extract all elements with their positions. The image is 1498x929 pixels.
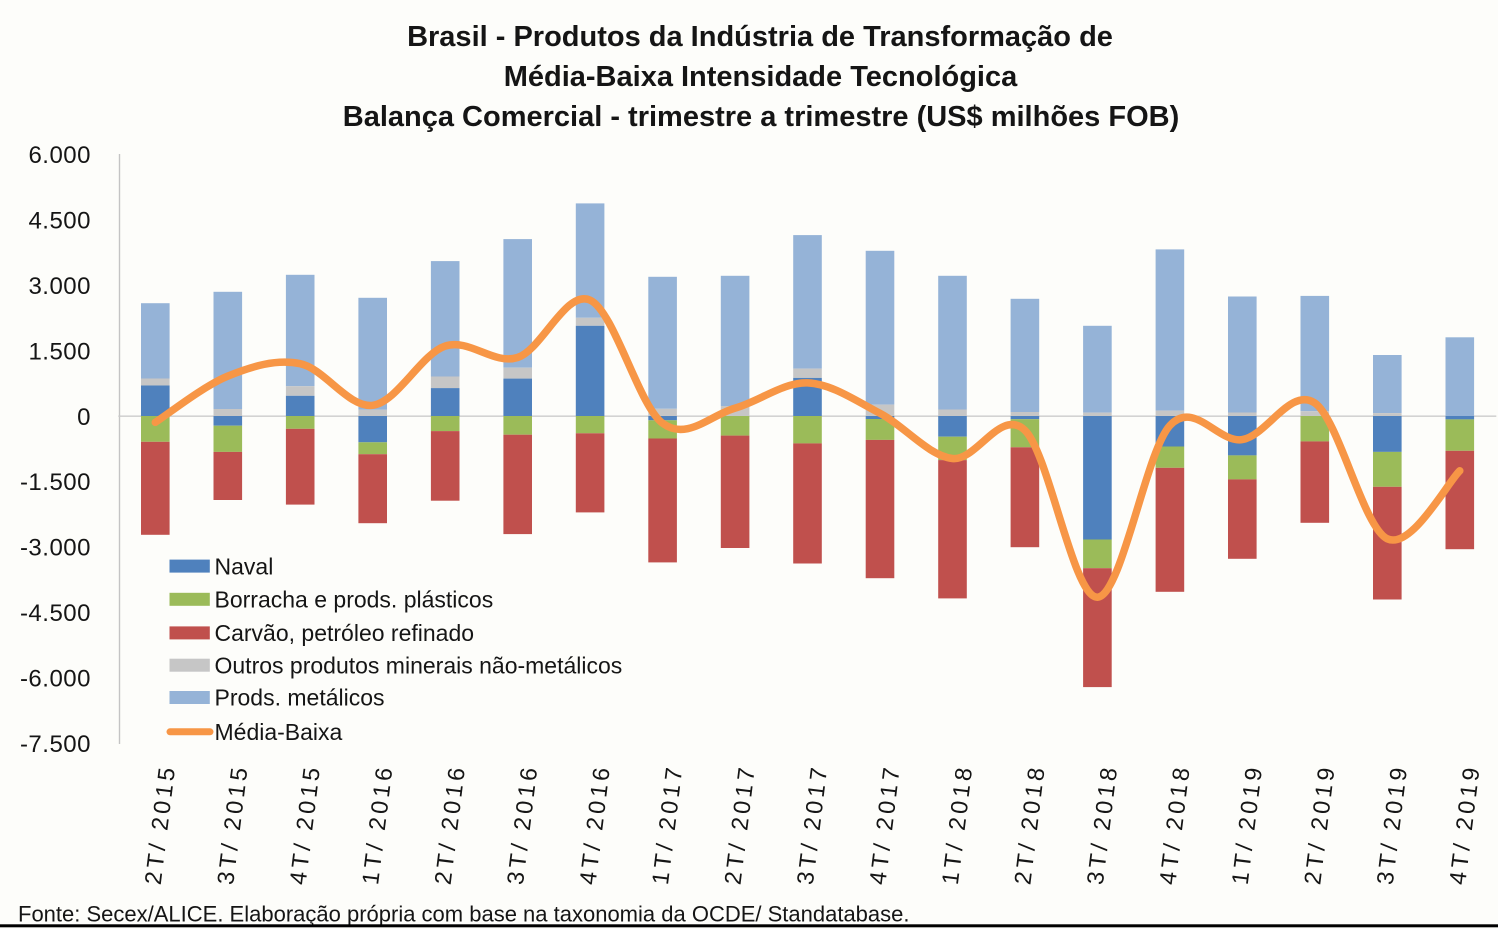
svg-text:Fonte: Secex/ALICE. Elaboração: Fonte: Secex/ALICE. Elaboração própria c… bbox=[18, 901, 910, 926]
svg-text:-1.500: -1.500 bbox=[20, 469, 91, 496]
svg-text:Brasil - Produtos da Indústria: Brasil - Produtos da Indústria de Transf… bbox=[407, 21, 1113, 53]
svg-text:-6.000: -6.000 bbox=[20, 666, 91, 693]
svg-text:Outros produtos minerais não-m: Outros produtos minerais não-metálicos bbox=[215, 652, 623, 678]
svg-text:1.500: 1.500 bbox=[28, 339, 91, 366]
svg-text:-3.000: -3.000 bbox=[20, 535, 91, 562]
svg-text:4.500: 4.500 bbox=[28, 208, 91, 235]
svg-text:Balança Comercial - trimestre: Balança Comercial - trimestre a trimestr… bbox=[343, 101, 1179, 133]
svg-text:Prods. metálicos: Prods. metálicos bbox=[215, 685, 385, 711]
svg-text:6.000: 6.000 bbox=[28, 142, 91, 169]
svg-text:3.000: 3.000 bbox=[28, 273, 91, 300]
svg-text:0: 0 bbox=[77, 404, 91, 431]
svg-text:Borracha e prods. plásticos: Borracha e prods. plásticos bbox=[215, 587, 494, 613]
svg-text:Média-Baixa Intensidade Tecnol: Média-Baixa Intensidade Tecnológica bbox=[504, 61, 1018, 93]
svg-text:-4.500: -4.500 bbox=[20, 600, 91, 627]
svg-text:-7.500: -7.500 bbox=[20, 731, 91, 758]
svg-text:Média-Baixa: Média-Baixa bbox=[215, 719, 343, 745]
svg-text:Naval: Naval bbox=[215, 553, 274, 579]
svg-text:Carvão, petróleo refinado: Carvão, petróleo refinado bbox=[215, 620, 475, 646]
